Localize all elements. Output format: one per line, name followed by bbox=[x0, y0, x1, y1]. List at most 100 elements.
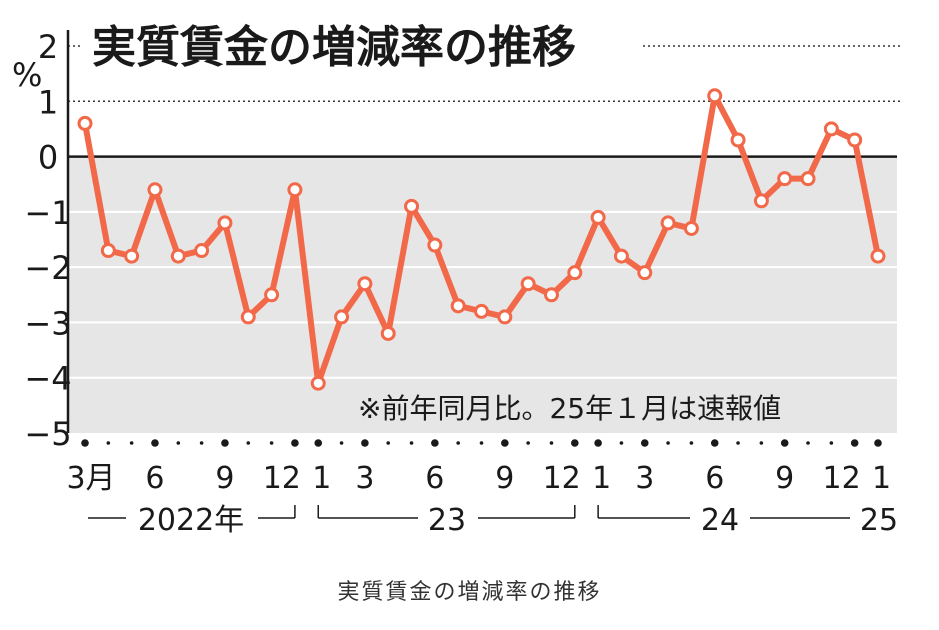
data-point bbox=[707, 88, 723, 104]
x-tick-label: 6 bbox=[145, 461, 164, 496]
data-point bbox=[800, 171, 816, 187]
x-tick-dot bbox=[850, 439, 859, 447]
data-point bbox=[170, 248, 186, 264]
year-label: 25 bbox=[860, 503, 898, 538]
x-tick-dot bbox=[874, 439, 882, 447]
x-tick-dot bbox=[431, 439, 439, 447]
x-tick-dot bbox=[759, 441, 764, 445]
x-tick-labels: 3月 6 9 12 1 3 6 9 12 1 3 6 9 12 1 bbox=[66, 461, 891, 496]
x-tick-label: 6 bbox=[425, 461, 444, 496]
x-tick-label: 1 bbox=[312, 461, 331, 496]
x-tick-dot bbox=[291, 439, 299, 447]
x-tick-label: 1 bbox=[592, 461, 611, 496]
title-backdrop bbox=[82, 18, 642, 76]
x-tick-dot bbox=[176, 441, 181, 445]
y-tick-label: 0 bbox=[38, 139, 58, 177]
y-tick-label: 2 bbox=[38, 28, 58, 66]
x-tick-dot bbox=[501, 439, 509, 447]
x-tick-label: 12 bbox=[263, 461, 301, 496]
y-tick-label: −5 bbox=[24, 415, 71, 453]
x-tick-dots bbox=[81, 439, 882, 447]
figure-caption: 実質賃金の増減率の推移 bbox=[337, 580, 602, 605]
data-point bbox=[310, 375, 326, 391]
data-point bbox=[217, 215, 233, 231]
x-tick-dot bbox=[409, 441, 414, 445]
x-tick-dot bbox=[689, 441, 694, 445]
x-tick-dot bbox=[339, 441, 344, 445]
x-tick-dot bbox=[710, 439, 719, 447]
x-tick-dot bbox=[129, 441, 134, 445]
data-point bbox=[240, 309, 256, 325]
data-point bbox=[753, 193, 769, 209]
data-point bbox=[334, 309, 350, 325]
y-tick-labels: 2 1 0 −1 −2 −3 −4 −5 bbox=[24, 28, 71, 453]
data-point bbox=[590, 209, 606, 225]
data-point bbox=[264, 287, 280, 303]
x-tick-dot bbox=[640, 439, 649, 447]
x-tick-dot bbox=[106, 441, 111, 445]
data-point bbox=[497, 309, 513, 325]
x-tick-dot bbox=[269, 441, 274, 445]
x-tick-dot bbox=[594, 439, 602, 447]
data-point bbox=[613, 248, 629, 264]
x-tick-dot bbox=[151, 439, 159, 447]
data-point bbox=[683, 220, 699, 236]
x-tick-dot bbox=[246, 441, 251, 445]
data-point bbox=[147, 182, 163, 198]
x-tick-dot bbox=[780, 439, 789, 447]
data-point bbox=[380, 325, 396, 341]
x-tick-dot bbox=[806, 441, 810, 445]
x-tick-dot bbox=[829, 441, 834, 445]
y-tick-label: −3 bbox=[24, 304, 71, 342]
y-tick-label: 1 bbox=[38, 83, 58, 121]
data-point bbox=[823, 121, 839, 137]
x-tick-dot bbox=[570, 439, 579, 447]
gridlines bbox=[68, 45, 900, 379]
data-point bbox=[660, 215, 676, 231]
x-tick-dot bbox=[549, 441, 554, 445]
y-tick-label: −4 bbox=[24, 360, 71, 398]
data-point bbox=[404, 198, 420, 214]
chart-title: 実質賃金の増減率の推移 bbox=[92, 22, 576, 73]
data-point bbox=[427, 237, 443, 253]
y-tick-label: −2 bbox=[24, 249, 71, 287]
year-label: 2022年 bbox=[138, 503, 244, 538]
x-tick-label: 3 bbox=[355, 461, 374, 496]
chart-note: ※前年同月比。25年１月は速報値 bbox=[358, 392, 781, 425]
data-point bbox=[100, 243, 116, 259]
x-tick-label: 9 bbox=[775, 461, 794, 496]
data-point bbox=[77, 115, 93, 131]
x-tick-dot bbox=[199, 441, 204, 445]
x-tick-dot bbox=[666, 441, 670, 445]
data-point bbox=[567, 265, 583, 281]
data-point bbox=[450, 298, 466, 314]
data-point bbox=[287, 182, 303, 198]
x-tick-label: 9 bbox=[215, 461, 234, 496]
x-tick-dot bbox=[456, 441, 460, 445]
x-tick-label: 3月 bbox=[66, 461, 115, 496]
x-tick-label: 1 bbox=[872, 461, 891, 496]
x-tick-dot bbox=[81, 439, 89, 447]
x-tick-dot bbox=[361, 439, 369, 447]
data-point bbox=[730, 132, 746, 148]
x-tick-label: 12 bbox=[543, 461, 581, 496]
x-tick-label: 6 bbox=[705, 461, 724, 496]
data-point bbox=[357, 276, 373, 292]
data-points bbox=[77, 88, 886, 391]
x-tick-label: 9 bbox=[495, 461, 514, 496]
year-label: 24 bbox=[701, 503, 739, 538]
data-point bbox=[847, 132, 863, 148]
x-tick-dot bbox=[736, 441, 740, 445]
data-point bbox=[194, 243, 210, 259]
x-tick-dot bbox=[221, 439, 229, 447]
x-tick-dot bbox=[526, 441, 530, 445]
x-tick-label: 12 bbox=[822, 461, 860, 496]
year-label: 23 bbox=[428, 503, 466, 538]
x-tick-dot bbox=[619, 441, 624, 445]
line-chart: 2 1 0 −1 −2 −3 −4 −5 % 実質賃金の増減率の推移 ※前年同月比。25年１月… bbox=[12, 18, 900, 538]
year-labels: 2022年 23 24 25 bbox=[88, 503, 898, 538]
y-unit-label: % bbox=[12, 56, 42, 94]
x-tick-dot bbox=[479, 441, 484, 445]
x-tick-label: 3 bbox=[635, 461, 654, 496]
x-tick-dot bbox=[314, 439, 323, 447]
